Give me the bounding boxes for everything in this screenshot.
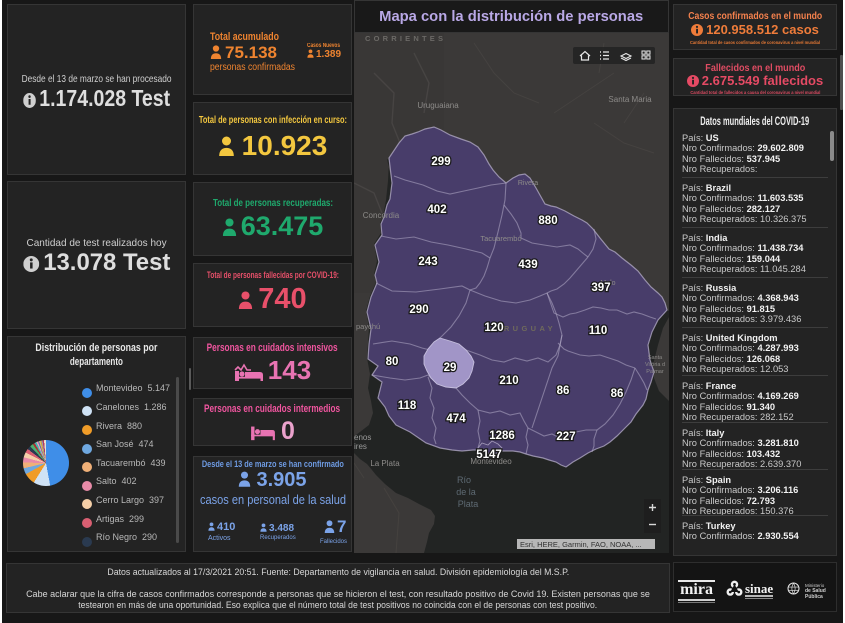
svg-text:ires: ires bbox=[354, 442, 367, 451]
svg-text:120: 120 bbox=[484, 322, 503, 334]
svg-text:110: 110 bbox=[589, 325, 608, 337]
svg-text:La Plata: La Plata bbox=[370, 459, 400, 468]
svg-text:290: 290 bbox=[409, 304, 428, 316]
svg-text:Esri, HERE, Garmin, FAO, NOAA,: Esri, HERE, Garmin, FAO, NOAA, ... bbox=[520, 540, 642, 549]
svg-text:Rivera: Rivera bbox=[518, 180, 538, 187]
svg-text:Santa Maria: Santa Maria bbox=[608, 95, 652, 104]
svg-text:880: 880 bbox=[538, 215, 557, 227]
svg-text:397: 397 bbox=[591, 282, 610, 294]
svg-text:118: 118 bbox=[398, 400, 417, 412]
svg-text:1286: 1286 bbox=[489, 430, 515, 442]
svg-text:243: 243 bbox=[418, 256, 437, 268]
svg-text:URUGUAY: URUGUAY bbox=[495, 324, 556, 333]
svg-text:80: 80 bbox=[386, 356, 399, 368]
svg-text:5147: 5147 bbox=[476, 449, 502, 461]
svg-text:Uruguaiana: Uruguaiana bbox=[417, 101, 459, 110]
svg-text:299: 299 bbox=[431, 156, 450, 168]
svg-text:CORRIENTES: CORRIENTES bbox=[365, 34, 446, 43]
svg-text:enos: enos bbox=[354, 433, 371, 442]
svg-text:86: 86 bbox=[611, 388, 624, 400]
svg-text:29: 29 bbox=[444, 362, 457, 374]
svg-text:Vitória d: Vitória d bbox=[645, 362, 665, 368]
svg-text:Concordia: Concordia bbox=[363, 211, 400, 220]
svg-text:Plata: Plata bbox=[458, 499, 479, 509]
svg-text:86: 86 bbox=[557, 385, 570, 397]
svg-text:Montevideo: Montevideo bbox=[470, 457, 512, 466]
svg-text:439: 439 bbox=[518, 259, 537, 271]
svg-text:210: 210 bbox=[499, 375, 518, 387]
svg-text:de la: de la bbox=[456, 487, 476, 497]
svg-text:Santa: Santa bbox=[648, 355, 663, 361]
svg-text:Tacuarembó: Tacuarembó bbox=[480, 234, 521, 243]
svg-text:paychú: paychú bbox=[356, 322, 380, 331]
svg-text:227: 227 bbox=[556, 431, 575, 443]
svg-text:Melo: Melo bbox=[600, 280, 615, 287]
svg-text:402: 402 bbox=[427, 204, 446, 216]
svg-text:Río: Río bbox=[457, 475, 471, 485]
svg-text:474: 474 bbox=[446, 413, 466, 425]
svg-text:Palmar: Palmar bbox=[646, 369, 664, 375]
